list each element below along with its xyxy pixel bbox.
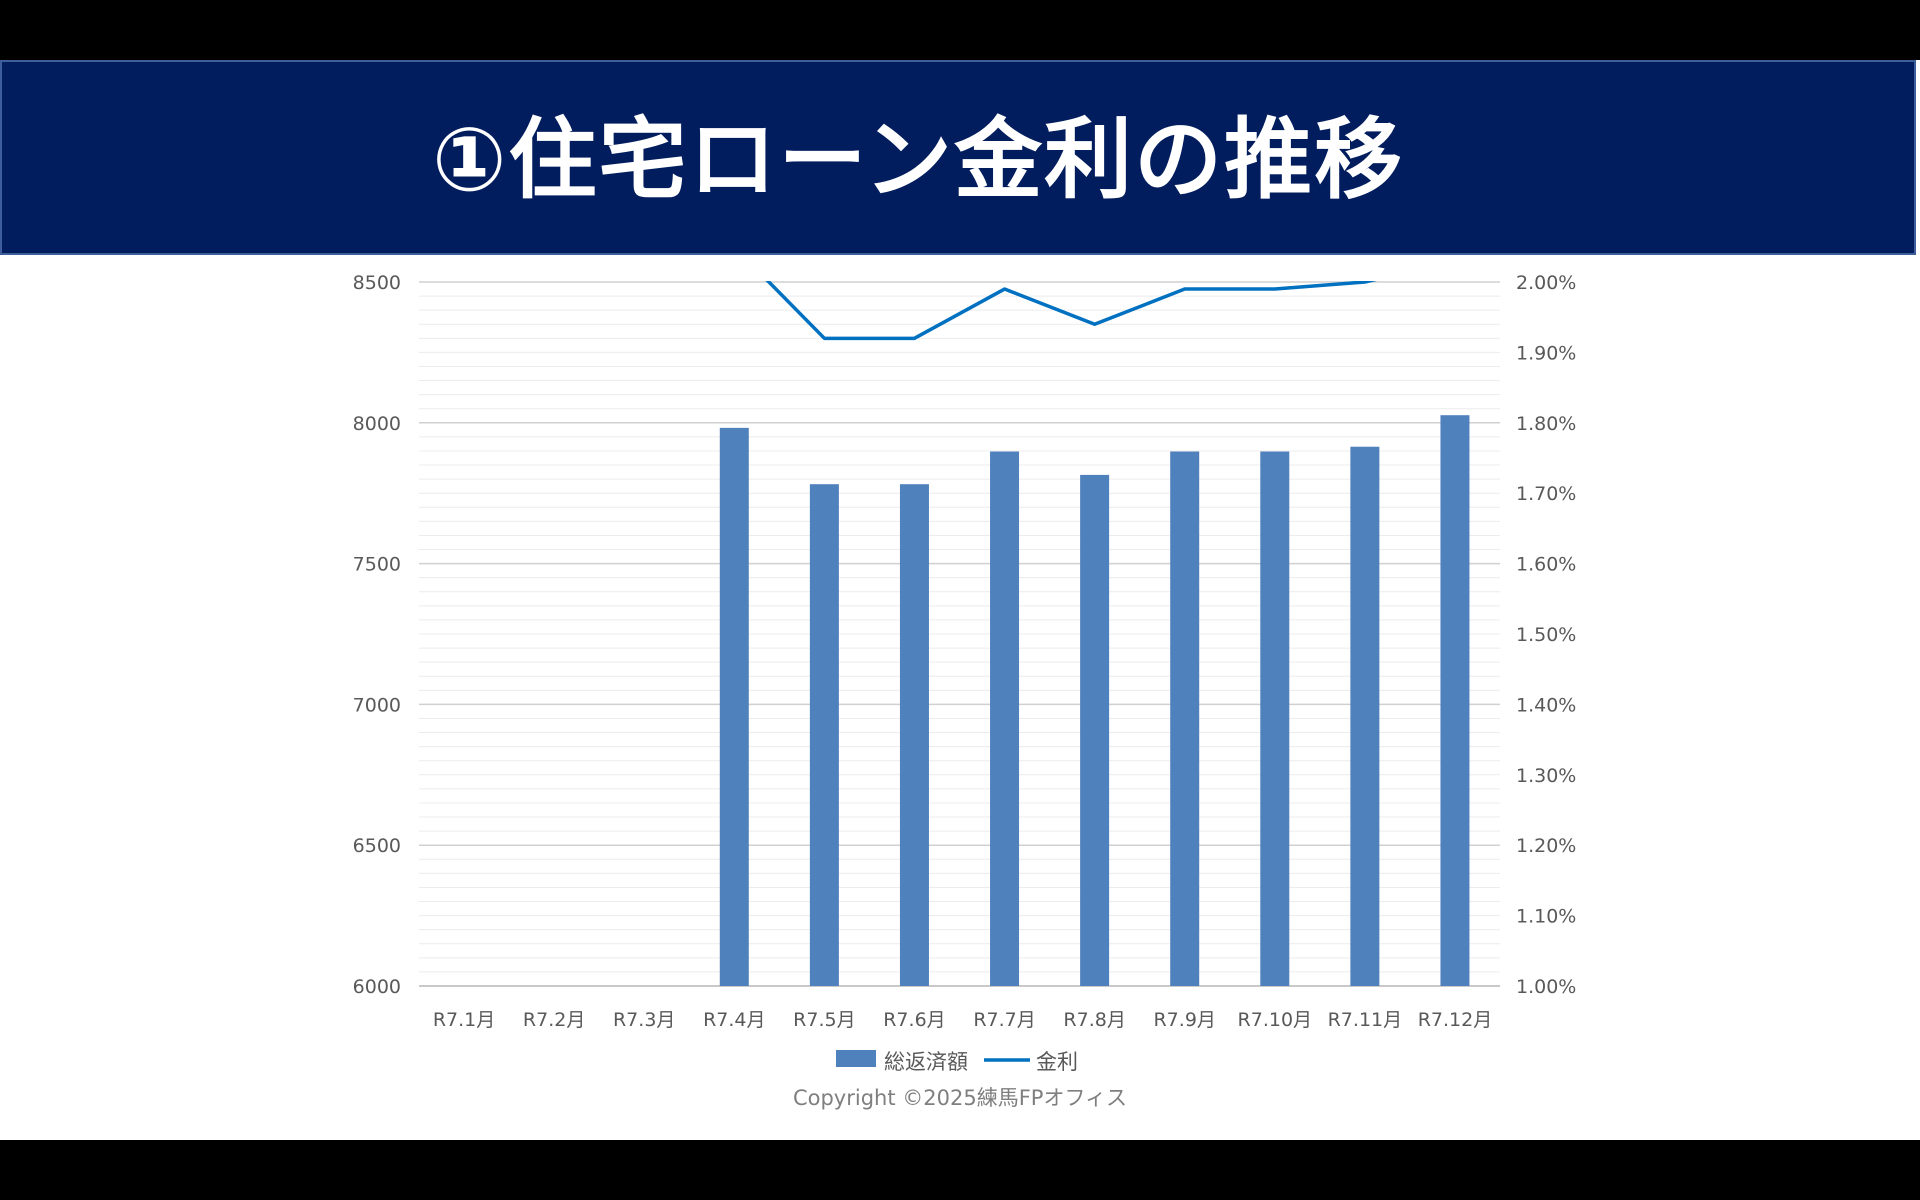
- legend-label-line: 金利: [1036, 1050, 1078, 1074]
- y-right-tick-label: 1.50%: [1516, 624, 1576, 646]
- x-tick-label: R7.10月: [1238, 1009, 1313, 1031]
- bar-R7.7月: [990, 451, 1020, 986]
- y-right-tick-label: 1.20%: [1516, 835, 1576, 857]
- y-left-tick-label: 7000: [353, 694, 401, 716]
- y-right-tick-label: 1.70%: [1516, 483, 1576, 505]
- y-left-tick-label: 6500: [353, 835, 401, 857]
- x-tick-label: R7.8月: [1063, 1009, 1125, 1031]
- x-tick-label: R7.6月: [883, 1009, 945, 1031]
- legend-swatch-bar: [836, 1050, 876, 1067]
- y-right-tick-label: 1.90%: [1516, 342, 1576, 364]
- x-tick-label: R7.11月: [1328, 1009, 1403, 1031]
- y-right-tick-label: 1.30%: [1516, 765, 1576, 787]
- copyright-text: Copyright ©2025練馬FPオフィス: [792, 1086, 1128, 1110]
- x-tick-label: R7.3月: [613, 1009, 675, 1031]
- x-tick-label: R7.9月: [1153, 1009, 1215, 1031]
- combo-chart: 6000 6500 7000 7500 8000 8500 1.00% 1.10% 1.20% 1…: [353, 272, 1577, 1074]
- bar-R7.6月: [899, 484, 929, 986]
- bar-R7.9月: [1170, 451, 1200, 986]
- legend-label-bar: 総返済額: [884, 1050, 968, 1074]
- bar-R7.12月: [1440, 415, 1470, 987]
- y-right-tick-label: 1.10%: [1516, 906, 1576, 928]
- title-bar: ①住宅ローン金利の推移: [0, 60, 1916, 255]
- y-left-tick-label: 6000: [353, 976, 401, 998]
- y-right-tick-label: 1.00%: [1516, 976, 1576, 998]
- bar-R7.4月: [719, 427, 749, 987]
- x-tick-label: R7.1月: [433, 1009, 495, 1031]
- y-right-tick-label: 2.00%: [1516, 272, 1576, 294]
- slide: 6000 6500 7000 7500 8000 8500 1.00% 1.10% 1.20% 1…: [0, 60, 1920, 1140]
- y-right-tick-label: 1.80%: [1516, 413, 1576, 435]
- x-tick-label: R7.5月: [793, 1009, 855, 1031]
- y-right-tick-label: 1.60%: [1516, 554, 1576, 576]
- bar-R7.8月: [1080, 474, 1110, 986]
- bar-R7.5月: [809, 484, 839, 986]
- x-tick-label: R7.7月: [973, 1009, 1035, 1031]
- y-left-tick-label: 8500: [353, 272, 401, 294]
- y-left-tick-label: 8000: [353, 413, 401, 435]
- y-left-tick-label: 7500: [353, 554, 401, 576]
- interest-rate-line: [765, 281, 1377, 341]
- x-tick-label: R7.2月: [523, 1009, 585, 1031]
- x-tick-label: R7.12月: [1418, 1009, 1493, 1031]
- bar-R7.10月: [1260, 451, 1290, 986]
- bar-R7.11月: [1350, 446, 1380, 987]
- page-title: ①住宅ローン金利の推移: [432, 108, 1405, 211]
- y-right-tick-label: 1.40%: [1516, 694, 1576, 716]
- x-tick-label: R7.4月: [703, 1009, 765, 1031]
